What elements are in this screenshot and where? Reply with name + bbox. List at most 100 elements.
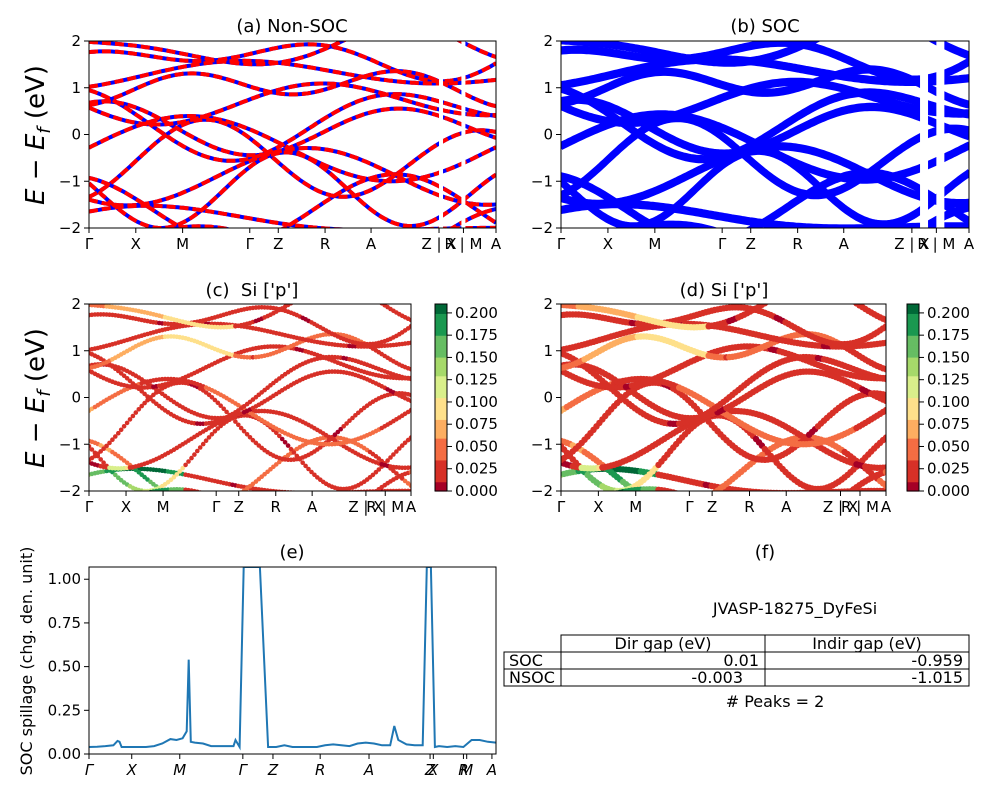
colorbar-segment [435,475,447,480]
colorbar-segment [435,307,447,311]
xtick-label: Z [424,761,436,779]
xtick-label: A [781,498,792,516]
colorbar-segment [907,428,919,433]
panel-d-points [561,294,886,502]
band-point [113,472,118,478]
colorbar-segment [907,478,919,483]
xtick-label: X [593,498,603,516]
colorbar-segment [907,441,919,445]
band-point [116,430,121,436]
table-row-soc-label: SOC [509,651,543,670]
band-point [408,366,411,372]
colorbar-segment [435,453,447,458]
band-point [133,410,139,415]
band-line [89,203,496,228]
colorbar-segment [435,481,447,486]
colorbar-segment [907,447,919,452]
band-point [408,488,411,491]
band-point [408,392,411,398]
colorbar-segment [907,335,919,339]
panel-b-bands [561,41,969,228]
colorbar-segment [435,428,447,433]
xtick-label: Γ [718,235,727,253]
spillage-line [89,567,496,751]
colorbar-segment [907,456,919,461]
colorbar-segment [435,400,447,405]
band-point [203,438,209,444]
colorbar-segment [435,409,447,414]
colorbar-segment [435,385,447,389]
colorbar-segment [907,325,919,330]
ylabel-row2: E − Ef (eV) [21,328,55,468]
colorbar-segment [907,472,919,477]
band-point [207,493,212,498]
band-point [134,493,139,498]
band-line [89,117,496,199]
panel-d-title: (d) Si ['p'] [680,280,769,301]
xtick-label: A [964,235,975,253]
colorbar-segment [907,466,919,470]
band-point [215,400,221,406]
band-line [89,88,496,163]
colorbar-segment [435,438,447,442]
xtick-label: A [406,498,417,516]
band-point [394,449,399,454]
ylabel-row1: E − Ef (eV) [21,65,55,205]
ylabel-row1-minus: − [21,150,51,188]
band-point [139,492,144,497]
colorbar-segment [435,319,447,324]
colorbar-segment [907,475,919,480]
xtick-label: R [744,498,754,516]
colorbar-segment [907,369,919,374]
band-line [561,146,969,227]
band-point [882,323,886,330]
svg-text:E − Ef (eV): E − Ef (eV) [21,65,55,205]
panel-b-title: (b) SOC [730,16,799,37]
xtick-label: R [792,235,802,253]
colorbar-segment [435,363,447,367]
band-point [344,421,349,426]
xtick-label: R | M [917,235,955,253]
svg-text:E − Ef (eV): E − Ef (eV) [21,328,55,468]
xtick-label: Z [273,235,283,253]
colorbar-segment [435,381,447,386]
band-point [195,448,200,454]
ylabel-row2-sub: f [34,388,55,397]
colorbar-segment [907,316,919,321]
xtick-label: A [491,235,502,253]
colorbar-segment [907,453,919,458]
band-line [89,99,496,158]
colorbar-tick-label: 0.050 [455,437,498,455]
band-point [236,422,241,428]
band-point [306,466,311,472]
colorbar-segment [435,366,447,371]
colorbar-tick-label: 0.000 [927,482,970,500]
xtick-label: Γ [85,498,94,516]
colorbar-tick-label: 0.025 [455,460,498,478]
xtick-label: Z [707,498,717,516]
band-point [142,491,147,496]
xtick-label: X [126,761,138,779]
table-row-nsoc-label: NSOC [509,668,555,687]
colorbar-tick-label: 0.025 [927,460,970,478]
band-point [646,496,652,502]
band-point [300,294,305,299]
band-point [408,483,411,489]
band-point [282,440,288,445]
band-point [166,492,171,497]
colorbar-segment [435,328,447,333]
path-gap [936,41,945,228]
xtick-label: Z | X [894,235,929,253]
xtick-label: M [157,498,170,516]
colorbar-segment [435,369,447,374]
band-point [89,444,92,449]
band-point [189,455,194,461]
band-point [402,440,408,446]
band-point [844,294,850,300]
band-point [209,395,215,400]
band-point [882,397,886,405]
colorbar-segment [907,416,919,420]
band-point [882,434,886,441]
band-point [335,429,341,435]
